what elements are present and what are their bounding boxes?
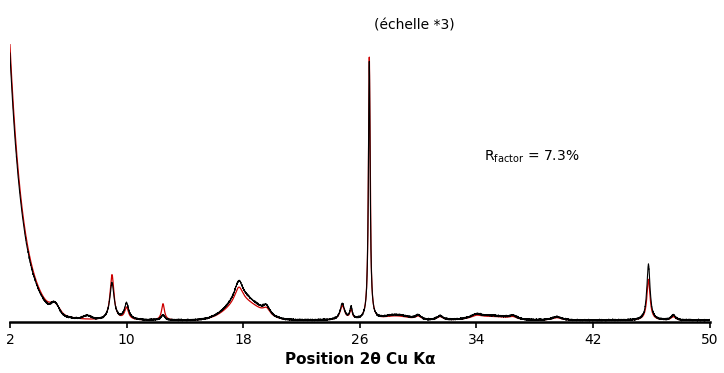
Text: (échelle *3): (échelle *3) bbox=[374, 18, 455, 32]
Text: R$_\mathregular{factor}$ = 7.3%: R$_\mathregular{factor}$ = 7.3% bbox=[484, 148, 579, 164]
X-axis label: Position 2θ Cu Kα: Position 2θ Cu Kα bbox=[285, 352, 435, 367]
